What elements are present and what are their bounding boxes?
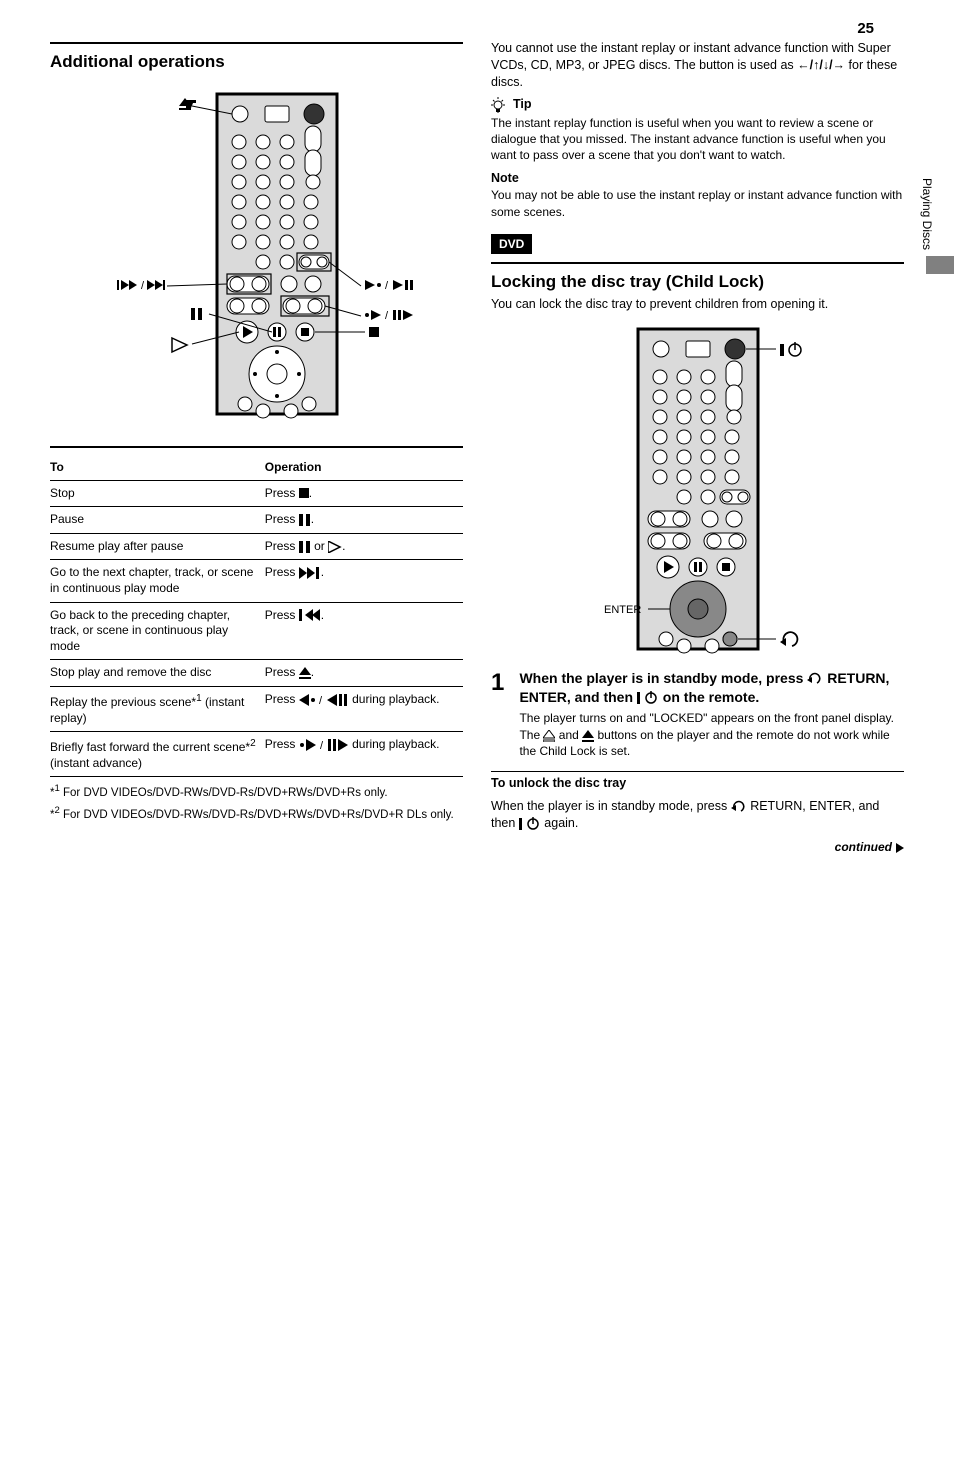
body-text: You cannot use the instant replay or ins… xyxy=(491,40,904,91)
eject-icon xyxy=(582,730,594,742)
right-section-title: Locking the disc tray (Child Lock) xyxy=(491,272,904,292)
dpad-arrows-icon: ←/↑/↓/→ xyxy=(797,57,845,74)
table-header-op: Operation xyxy=(265,460,463,476)
next-icon xyxy=(299,567,321,579)
prev-next-icon: / xyxy=(117,280,165,292)
return-icon xyxy=(807,672,823,686)
tip-heading: Tip xyxy=(491,97,904,113)
page-number: 25 xyxy=(857,20,874,37)
remote-diagram-left: / xyxy=(50,76,463,436)
right-column: You cannot use the instant replay or ins… xyxy=(491,40,904,854)
table-header-to: To xyxy=(50,460,265,476)
table-row: Stop play and remove the disc Press . xyxy=(50,660,463,687)
stop-icon xyxy=(299,488,309,498)
table-row: Replay the previous scene*1 (instant rep… xyxy=(50,687,463,732)
table-row: Stop Press . xyxy=(50,481,463,508)
power-icon xyxy=(780,342,801,356)
prev-icon xyxy=(299,609,321,621)
body-text: You can lock the disc tray to prevent ch… xyxy=(491,296,904,313)
return-icon xyxy=(780,632,797,646)
side-tab xyxy=(926,256,954,274)
instant-replay-icon: / xyxy=(299,694,349,706)
enter-label: ENTER xyxy=(604,604,641,616)
instant-advance-icon: / xyxy=(299,739,349,751)
unlock-heading: To unlock the disc tray xyxy=(491,775,904,792)
svg-text:/: / xyxy=(385,310,389,322)
return-icon xyxy=(731,800,747,814)
step-1: 1 When the player is in standby mode, pr… xyxy=(491,669,904,759)
unlock-text: When the player is in standby mode, pres… xyxy=(491,798,904,832)
remote-diagram-right: ENTER xyxy=(491,319,904,659)
table-row: Resume play after pause Press or . xyxy=(50,534,463,561)
operations-table: To Operation Stop Press . Pause Press . … xyxy=(50,456,463,777)
svg-text:/: / xyxy=(385,280,389,292)
table-row: Go back to the preceding chapter, track,… xyxy=(50,603,463,661)
pause-icon xyxy=(299,514,311,526)
power-icon xyxy=(637,691,659,705)
table-row: Go to the next chapter, track, or scene … xyxy=(50,560,463,602)
svg-text:/: / xyxy=(320,740,324,751)
table-row: Pause Press . xyxy=(50,507,463,534)
bulb-icon xyxy=(491,97,505,113)
side-label: Playing Discs xyxy=(920,178,934,250)
svg-text:/: / xyxy=(319,695,323,706)
tip-text: The instant replay function is useful wh… xyxy=(491,115,904,164)
eject-outline-icon xyxy=(543,730,555,742)
footnotes: *1 For DVD VIDEOs/DVD-RWs/DVD-Rs/DVD+RWs… xyxy=(50,783,463,823)
left-column: Additional operations xyxy=(50,40,463,854)
note-heading: Note xyxy=(491,171,904,185)
svg-text:/: / xyxy=(141,280,145,292)
continued-indicator: continued xyxy=(491,840,904,854)
play-icon xyxy=(328,541,342,553)
dvd-label: DVD xyxy=(491,234,532,254)
eject-icon xyxy=(299,667,311,679)
pause-icon xyxy=(299,541,311,553)
left-section-title: Additional operations xyxy=(50,52,463,72)
table-row: Briefly fast forward the current scene*2… xyxy=(50,732,463,777)
power-icon xyxy=(519,817,541,831)
note-text: You may not be able to use the instant r… xyxy=(491,187,904,219)
step-sub: The player turns on and "LOCKED" appears… xyxy=(519,710,902,759)
